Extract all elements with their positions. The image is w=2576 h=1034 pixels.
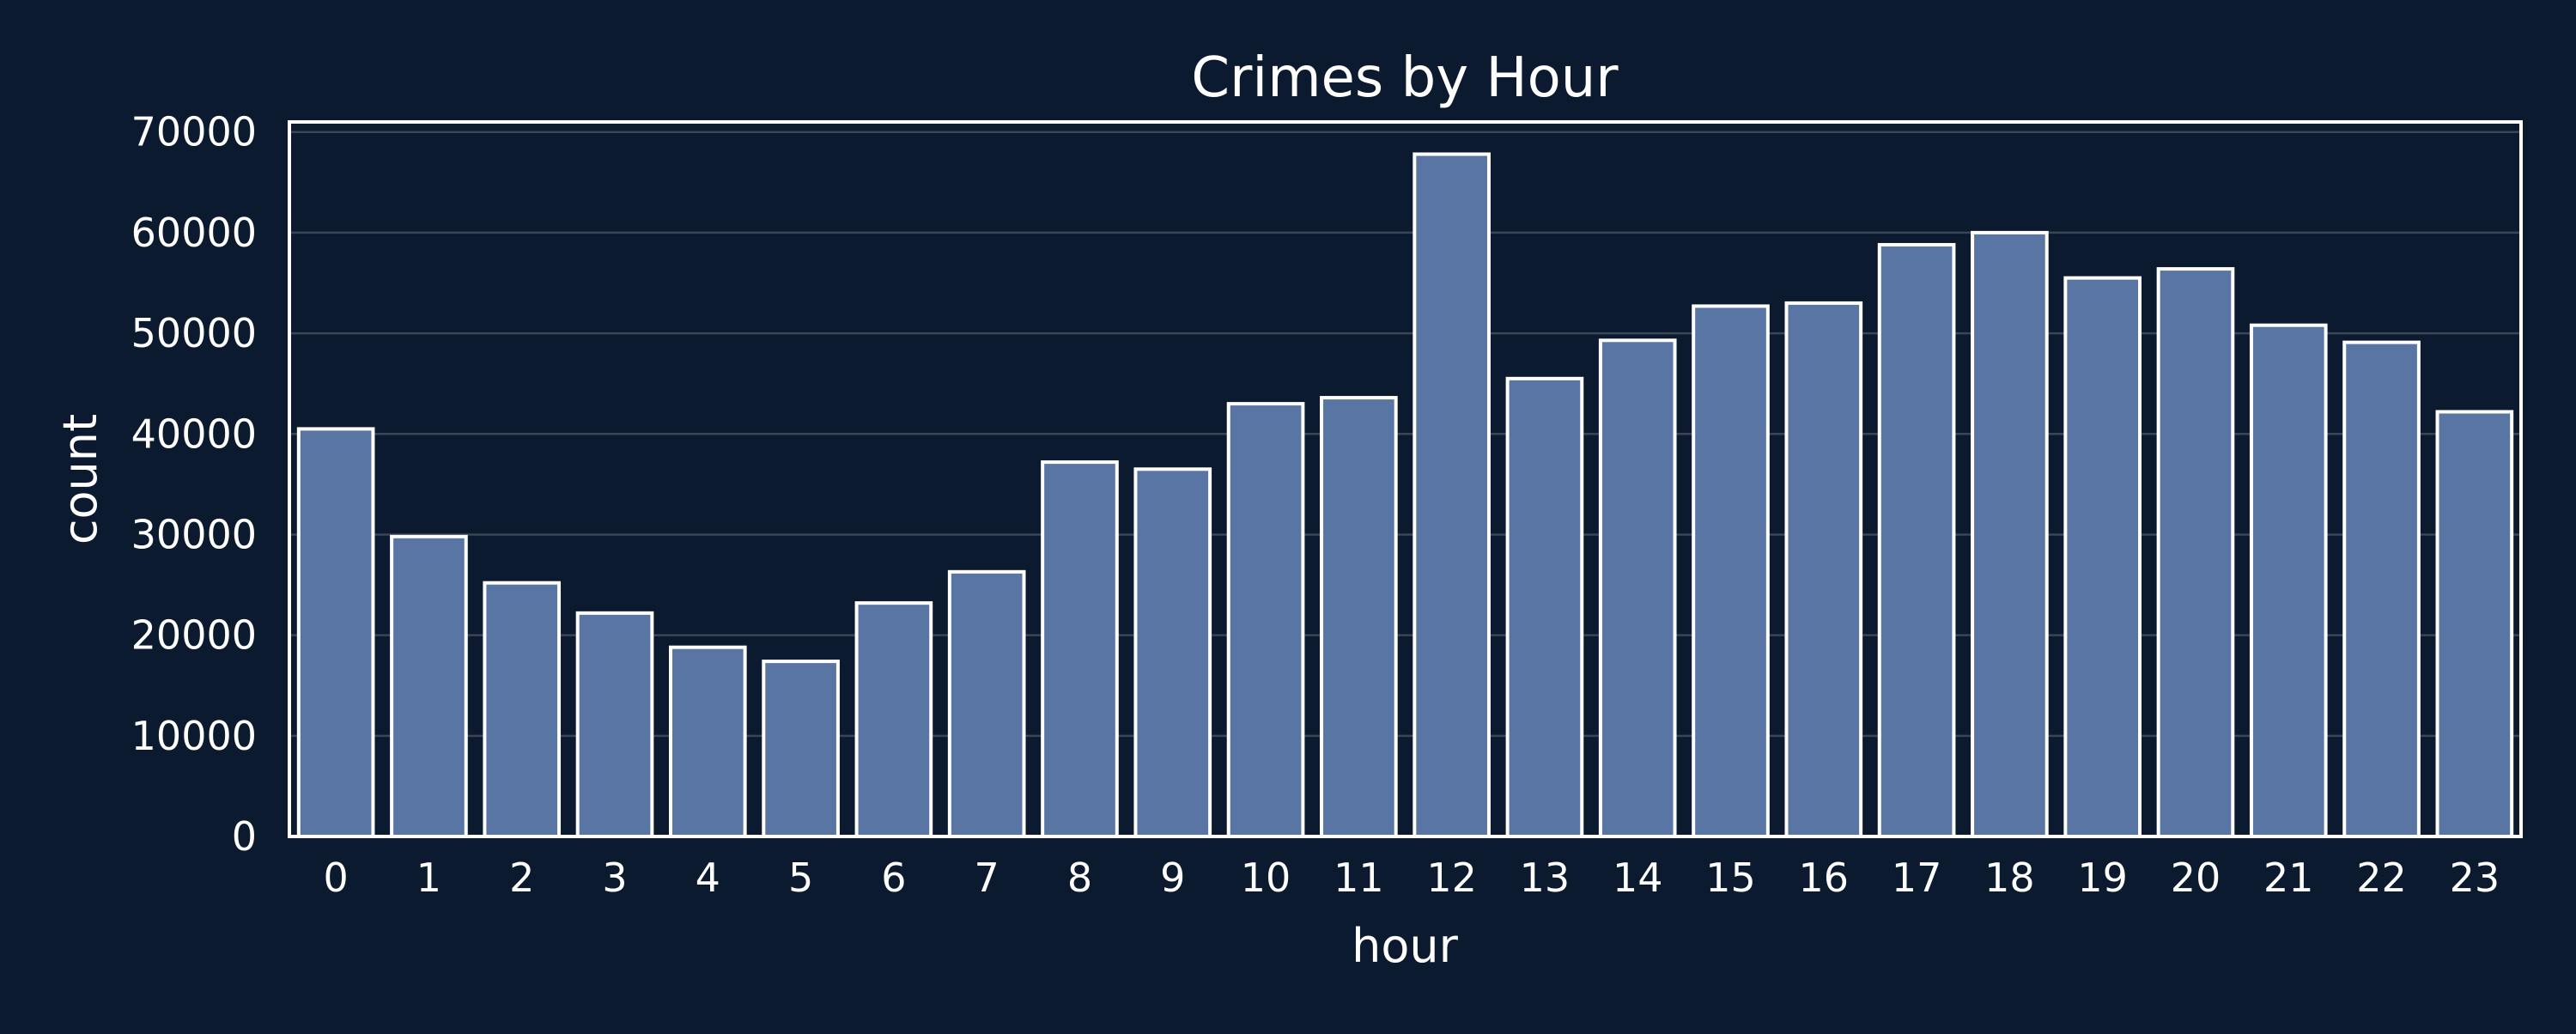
x-tick-label: 1 [416, 855, 441, 901]
y-axis-label: count [53, 414, 107, 544]
bar-hour-23 [2435, 410, 2514, 838]
bar-hour-9 [1133, 467, 1212, 838]
x-axis-label: hour [1352, 919, 1458, 973]
bar-hour-3 [575, 611, 654, 838]
chart-title: Crimes by Hour [1191, 46, 1619, 110]
bar-hour-0 [296, 427, 375, 838]
x-tick-label: 21 [2263, 855, 2314, 901]
bar-hour-17 [1877, 242, 1956, 838]
x-tick-label: 16 [1799, 855, 1850, 901]
x-tick-label: 9 [1160, 855, 1185, 901]
bar-hour-22 [2342, 340, 2421, 838]
bar-hour-15 [1692, 304, 1770, 838]
bar-hour-1 [390, 534, 468, 838]
x-tick-label: 3 [602, 855, 627, 901]
x-tick-label: 12 [1426, 855, 1477, 901]
x-tick-labels: 0 1 2 3 4 5 6 7 8 9 10 11 12 13 14 15 16 17 18 19 20 21 22 23 [324, 855, 2500, 901]
y-tick-label: 20000 [131, 612, 257, 659]
x-tick-label: 23 [2450, 855, 2500, 901]
bar-hour-8 [1041, 460, 1119, 838]
x-tick-label: 18 [1984, 855, 2035, 901]
grid-lines [289, 131, 2521, 738]
bar-hour-20 [2156, 267, 2235, 838]
x-tick-label: 7 [975, 855, 999, 901]
bar-hour-16 [1784, 301, 1863, 838]
x-tick-label: 5 [788, 855, 813, 901]
bar-hour-10 [1226, 402, 1305, 838]
y-tick-label: 40000 [131, 411, 257, 457]
x-tick-label: 6 [881, 855, 906, 901]
y-tick-label: 10000 [131, 713, 257, 759]
bar-hour-12 [1413, 152, 1491, 838]
bar-hour-6 [854, 601, 933, 838]
plot-frame [288, 120, 2523, 838]
y-tick-label: 30000 [131, 511, 257, 557]
bar-hour-18 [1971, 230, 2049, 838]
bar-hour-19 [2063, 276, 2142, 838]
x-tick-label: 10 [1241, 855, 1291, 901]
y-tick-label: 60000 [131, 210, 257, 256]
x-tick-label: 13 [1520, 855, 1571, 901]
y-tick-labels: 0 10000 20000 30000 40000 50000 60000 70000 [131, 109, 257, 860]
bar-hour-14 [1598, 338, 1677, 838]
x-tick-label: 15 [1705, 855, 1756, 901]
bar-hour-4 [668, 645, 747, 839]
x-tick-label: 2 [509, 855, 534, 901]
x-tick-label: 0 [324, 855, 349, 901]
bar-hour-5 [762, 660, 840, 838]
bar-hour-2 [483, 581, 562, 839]
bars [296, 152, 2514, 839]
bar-hour-7 [947, 569, 1026, 839]
x-tick-label: 4 [696, 855, 720, 901]
x-tick-label: 19 [2077, 855, 2128, 901]
y-tick-label: 70000 [131, 109, 257, 155]
bar-hour-21 [2249, 323, 2328, 839]
x-tick-label: 14 [1613, 855, 1663, 901]
y-tick-label: 0 [232, 813, 257, 860]
x-tick-label: 8 [1067, 855, 1092, 901]
x-tick-label: 22 [2356, 855, 2407, 901]
x-tick-label: 20 [2171, 855, 2221, 901]
bar-hour-11 [1320, 396, 1398, 838]
x-tick-label: 11 [1334, 855, 1384, 901]
x-tick-label: 17 [1892, 855, 1942, 901]
bar-hour-13 [1505, 376, 1584, 838]
y-tick-label: 50000 [131, 310, 257, 356]
